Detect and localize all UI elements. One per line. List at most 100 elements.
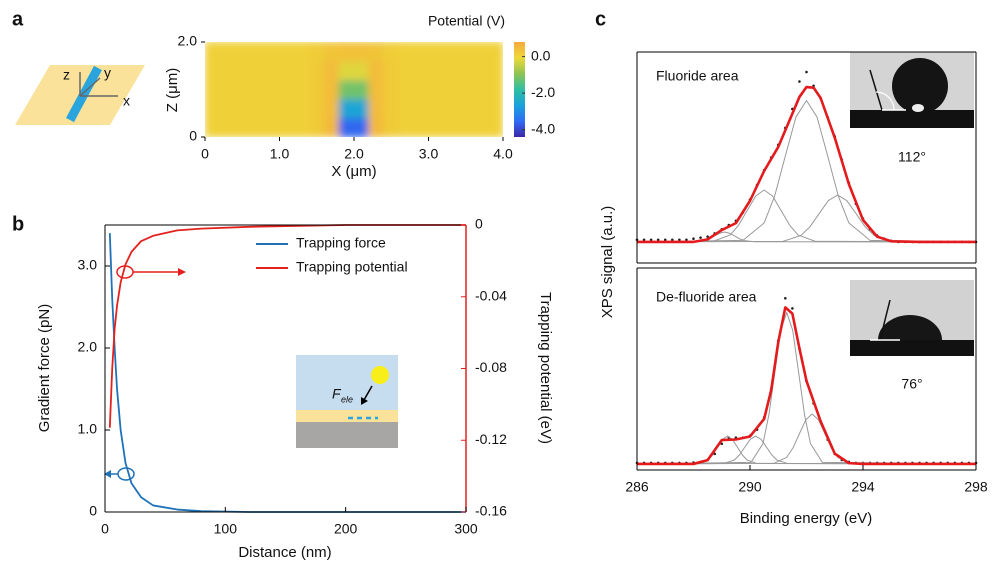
x-tick-label: 4.0 — [493, 146, 513, 162]
inset-diagram: F ele — [296, 355, 398, 448]
heat-cell — [472, 117, 489, 137]
x-axis-label: Binding energy (eV) — [740, 510, 873, 527]
heat-cell — [428, 42, 444, 62]
y-tick-label: 1.0 — [78, 421, 98, 437]
heat-cell — [398, 79, 415, 100]
heat-cell — [383, 79, 400, 100]
annotation: Fluoride area — [656, 68, 739, 84]
heat-cell — [428, 60, 444, 81]
heat-cell — [249, 60, 266, 81]
heat-cell — [442, 60, 459, 81]
heat-cell — [368, 42, 385, 62]
axis-letter: y — [104, 65, 111, 81]
heat-cell — [487, 117, 503, 137]
heat-cell — [353, 42, 370, 62]
heat-cell — [323, 79, 340, 100]
heat-cell — [205, 60, 221, 81]
contact-photo — [850, 280, 974, 356]
heat-cell — [264, 117, 280, 137]
inset-subscript: ele — [341, 394, 353, 404]
x-tick-label: 294 — [851, 479, 875, 495]
component-line — [636, 413, 977, 465]
series-line — [108, 224, 466, 428]
heat-cell — [308, 117, 325, 137]
y2-tick-label: -0.12 — [475, 431, 507, 447]
heat-cell — [219, 42, 236, 62]
heat-cell — [413, 98, 429, 119]
heat-cell — [428, 98, 444, 119]
x-tick-label: 300 — [454, 521, 478, 537]
component-line — [636, 100, 977, 243]
x-tick-label: 290 — [738, 479, 762, 495]
y2-tick-label: 0 — [475, 216, 483, 232]
heat-cell — [279, 98, 295, 119]
y2-tick-label: -0.04 — [475, 287, 507, 303]
heat-cell — [293, 117, 310, 137]
heat-cell — [383, 117, 400, 137]
colorbar-tick-label: -4.0 — [531, 120, 555, 136]
axis-letter: x — [123, 93, 130, 109]
heat-cell — [472, 98, 489, 119]
heat-cell — [338, 117, 355, 137]
heat-cell — [279, 60, 295, 81]
data-point — [784, 297, 787, 300]
data-point — [791, 307, 794, 310]
heat-cell — [279, 42, 295, 62]
heat-cell — [308, 98, 325, 119]
heat-cell — [234, 60, 251, 81]
y2-tick-label: -0.08 — [475, 359, 507, 375]
y-axis-label: XPS signal (a.u.) — [599, 206, 616, 319]
heat-cell — [279, 79, 295, 100]
data-point — [642, 238, 646, 242]
heat-cell — [249, 98, 266, 119]
heat-cell — [323, 60, 340, 81]
x-tick-label: 0 — [101, 521, 109, 537]
heat-cell — [264, 79, 280, 100]
heat-cell — [487, 60, 503, 81]
colorbar-tick-label: 0.0 — [531, 47, 551, 63]
x-tick-label: 298 — [964, 479, 988, 495]
heat-cell — [323, 42, 340, 62]
contact-photo — [850, 52, 974, 128]
annotation: De-fluoride area — [656, 289, 757, 305]
inset-label: F — [332, 386, 342, 402]
data-point — [678, 238, 681, 242]
base — [296, 422, 398, 448]
x-axis-label: Distance (nm) — [238, 544, 331, 561]
heat-cell — [457, 60, 474, 81]
heat-cell — [428, 117, 444, 137]
heat-cell — [279, 117, 295, 137]
panel-label: a — [12, 8, 24, 30]
data-point — [656, 238, 660, 242]
x-tick-label: 100 — [214, 521, 238, 537]
x-tick-label: 1.0 — [270, 146, 290, 162]
data-point — [699, 236, 702, 239]
heat-cell — [413, 60, 429, 81]
heat-cell — [428, 79, 444, 100]
heat-cell — [457, 42, 474, 62]
contact-angle: 76° — [901, 376, 922, 392]
data-point — [805, 70, 808, 74]
legend-label: Trapping potential — [296, 259, 408, 275]
heat-cell — [234, 117, 251, 137]
heat-cell — [205, 117, 221, 137]
heat-cell — [383, 42, 400, 62]
colorbar-title: Potential (V) — [428, 13, 505, 29]
data-point — [649, 238, 653, 242]
axis-pointers — [104, 265, 186, 481]
heat-cell — [293, 42, 310, 62]
heat-cell — [487, 42, 503, 62]
heat-cell — [472, 60, 489, 81]
heat-cell — [353, 98, 370, 119]
heat-cell — [457, 79, 474, 100]
data-point — [798, 80, 801, 83]
heat-cell — [219, 98, 236, 119]
y-axis-label: Gradient force (pN) — [36, 304, 53, 432]
heat-cell — [383, 98, 400, 119]
heat-cell — [472, 79, 489, 100]
heat-cell — [234, 98, 251, 119]
panel-label: b — [12, 213, 24, 235]
heat-cell — [398, 98, 415, 119]
component-line — [636, 435, 977, 465]
heat-cell — [205, 98, 221, 119]
